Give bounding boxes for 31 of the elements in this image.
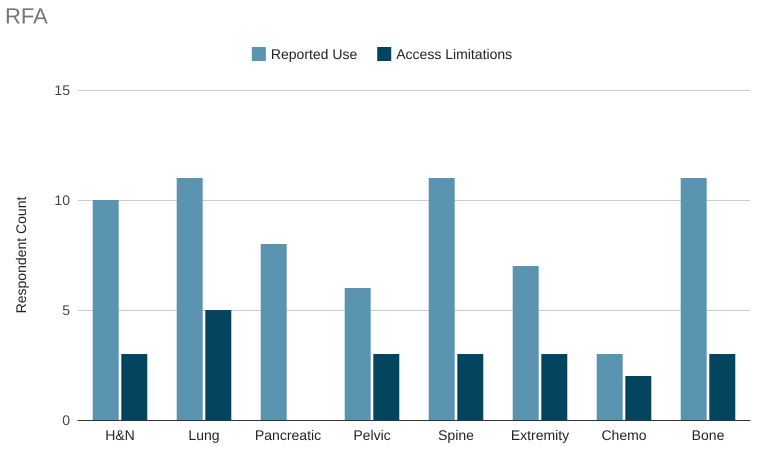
bar	[176, 178, 203, 420]
bar	[121, 354, 148, 420]
x-tick-label: H&N	[105, 427, 135, 443]
y-tick-label: 5	[62, 302, 70, 318]
x-tick-label: Chemo	[601, 427, 647, 443]
bar	[680, 178, 707, 420]
bar	[457, 354, 484, 420]
x-tick-label: Spine	[438, 427, 474, 443]
y-tick-label: 0	[62, 412, 70, 428]
bar	[260, 244, 287, 420]
x-tick-label: Pelvic	[353, 427, 391, 443]
y-tick-label: 10	[54, 192, 70, 208]
y-axis-title: Respondent Count	[13, 196, 29, 314]
bar	[428, 178, 455, 420]
bar	[344, 288, 371, 420]
legend-label: Reported Use	[270, 46, 358, 62]
legend-label: Access Limitations	[396, 46, 512, 62]
bar	[205, 310, 232, 420]
y-tick-label: 15	[54, 82, 70, 98]
x-tick-label: Extremity	[510, 427, 570, 443]
bar	[709, 354, 736, 420]
x-tick-label: Bone	[692, 427, 725, 443]
bar	[541, 354, 568, 420]
bar	[92, 200, 119, 420]
bar	[625, 376, 652, 420]
bar	[512, 266, 539, 420]
chart-title: RFA	[5, 4, 48, 28]
x-tick-label: Lung	[188, 427, 220, 443]
bar	[373, 354, 400, 420]
bar	[596, 354, 623, 420]
x-tick-label: Pancreatic	[254, 427, 322, 443]
